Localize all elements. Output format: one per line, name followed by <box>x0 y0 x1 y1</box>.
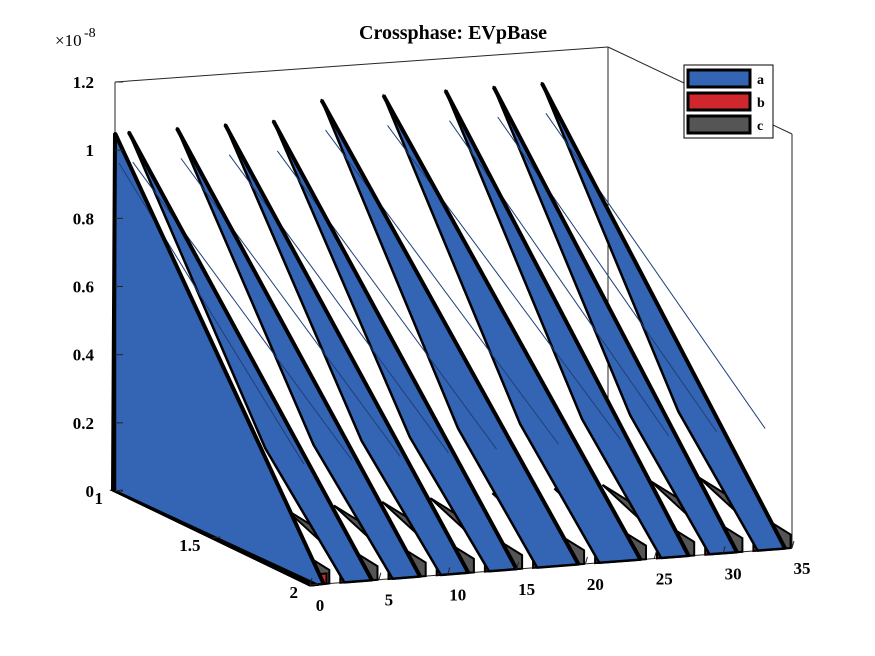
legend-label-a: a <box>757 73 764 88</box>
ridge-3 <box>223 123 475 577</box>
y-tick-mark <box>212 536 221 539</box>
ridge-edge-0 <box>113 132 326 585</box>
z-tick-label: 0.8 <box>73 209 94 228</box>
y-tick-label: 1 <box>95 489 104 508</box>
ridge-edge-7 <box>443 89 691 557</box>
ridge-edge-4 <box>271 120 519 571</box>
x-tick-label: 0 <box>316 596 325 615</box>
legend: a b c <box>683 64 774 139</box>
ridge-5 <box>319 98 586 569</box>
z-tick-label: 0.4 <box>73 346 95 365</box>
z-tick-label: 0 <box>86 482 95 501</box>
z-tick-label: 1.2 <box>73 73 94 92</box>
ridge-8 <box>491 85 744 556</box>
ridge-edge-2 <box>175 127 422 578</box>
x-tick-label: 35 <box>794 559 811 578</box>
x-tick-label: 25 <box>656 570 673 589</box>
ridge-streak-8 <box>497 116 718 433</box>
legend-swatch-c <box>686 114 752 135</box>
back-top-edge <box>114 46 609 83</box>
ridge-streak-9 <box>545 113 766 429</box>
ridge-2 <box>175 127 427 581</box>
ridge-streak-6 <box>387 125 621 440</box>
legend-label-c: c <box>757 119 763 134</box>
ridge-7 <box>443 89 696 560</box>
ridge-edge-9 <box>540 82 787 550</box>
x-tick-mark <box>378 572 382 580</box>
ridge-streak-4 <box>276 150 497 450</box>
legend-item-b: b <box>686 91 765 112</box>
x-tick-label: 5 <box>385 591 394 610</box>
z-exponent-power: -8 <box>84 26 96 41</box>
ridge-9 <box>540 82 792 553</box>
x-tick-mark <box>309 577 313 586</box>
ridge-4 <box>271 119 524 573</box>
x-tick-mark <box>791 540 795 549</box>
legend-item-a: a <box>686 68 764 89</box>
x-tick-mark <box>516 562 520 570</box>
ridge-streak-2 <box>180 158 401 457</box>
ridge-edge-6 <box>381 94 643 561</box>
legend-swatch-b <box>686 91 752 112</box>
chart-title: Crossphase: EVpBase <box>359 22 547 44</box>
legend-item-c: c <box>686 114 763 135</box>
z-tick-label: 0.2 <box>73 414 94 433</box>
y-tick-mark <box>309 583 319 586</box>
ridge-edge-1 <box>127 131 374 582</box>
z-exponent-label: ×10 <box>55 31 82 50</box>
x-tick-label: 20 <box>587 575 604 594</box>
ridge-1 <box>127 130 379 584</box>
x-tick-label: 15 <box>518 580 535 599</box>
x-tick-mark <box>584 556 588 564</box>
x-tick-mark <box>653 551 657 559</box>
ridge-edge-3 <box>223 123 471 574</box>
ridge-streak-5 <box>325 129 559 445</box>
x-tick-label: 30 <box>725 564 742 583</box>
ridge-streak-0 <box>118 162 305 465</box>
y-tick-label: 1.5 <box>179 536 200 555</box>
x-tick-label: 10 <box>449 585 466 604</box>
ridge-streak-1 <box>132 161 353 461</box>
legend-swatch-a <box>686 68 752 89</box>
ridge-streak-7 <box>449 120 670 437</box>
z-exponent: ×10 -8 <box>55 26 96 50</box>
x-tick-mark <box>722 546 726 554</box>
first-sheet-edge <box>111 133 117 492</box>
ridge-edge-5 <box>319 99 581 566</box>
legend-label-b: b <box>757 96 765 111</box>
ridge-6 <box>381 94 647 565</box>
x-tick-mark <box>447 567 451 575</box>
z-tick-label: 0.6 <box>73 278 94 297</box>
y-tick-label: 2 <box>290 583 299 602</box>
ridge-edge-8 <box>491 86 739 554</box>
z-tick-label: 1 <box>86 141 95 160</box>
plot-ridges <box>109 82 792 587</box>
ridge-streak-3 <box>228 154 449 454</box>
